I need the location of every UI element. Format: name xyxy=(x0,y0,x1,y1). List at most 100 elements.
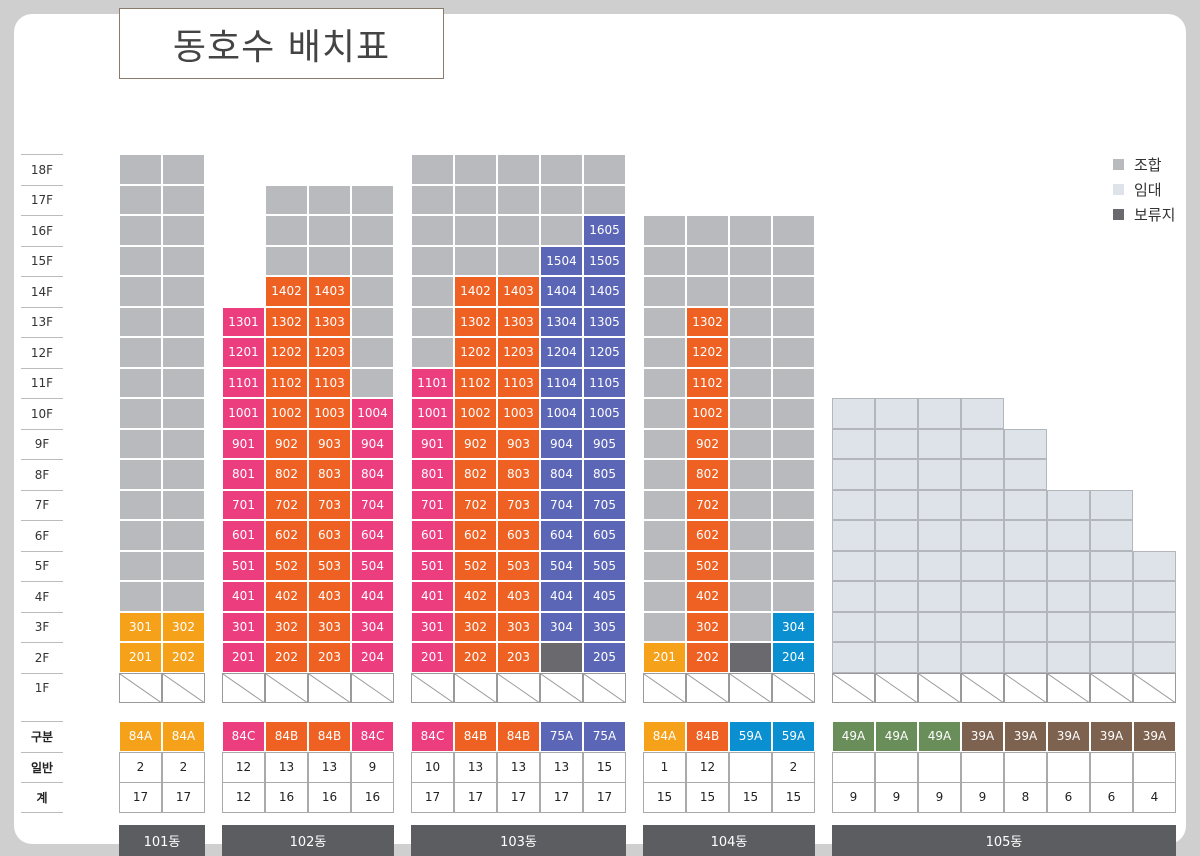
rental-unit-cell[interactable] xyxy=(875,550,918,581)
unit-cell[interactable]: 903 xyxy=(497,428,540,459)
union-unit-cell[interactable] xyxy=(729,276,772,307)
rental-unit-cell[interactable] xyxy=(1090,642,1133,673)
rental-unit-cell[interactable] xyxy=(1004,550,1047,581)
unit-cell[interactable]: 1001 xyxy=(411,398,454,429)
rental-unit-cell[interactable] xyxy=(875,428,918,459)
unit-cell[interactable]: 201 xyxy=(119,642,162,673)
union-unit-cell[interactable] xyxy=(119,581,162,612)
unit-cell[interactable]: 403 xyxy=(308,581,351,612)
unit-cell[interactable]: 1103 xyxy=(497,367,540,398)
building-label[interactable]: 104동 xyxy=(643,825,815,856)
union-unit-cell[interactable] xyxy=(729,398,772,429)
unit-cell[interactable]: 1202 xyxy=(686,337,729,368)
union-unit-cell[interactable] xyxy=(772,489,815,520)
unit-cell[interactable]: 404 xyxy=(351,581,394,612)
union-unit-cell[interactable] xyxy=(729,459,772,490)
union-unit-cell[interactable] xyxy=(411,184,454,215)
unit-cell[interactable]: 1504 xyxy=(540,245,583,276)
unit-cell[interactable]: 702 xyxy=(265,489,308,520)
unit-cell[interactable]: 505 xyxy=(583,550,626,581)
unit-cell[interactable]: 201 xyxy=(411,642,454,673)
rental-unit-cell[interactable] xyxy=(1047,489,1090,520)
union-unit-cell[interactable] xyxy=(119,184,162,215)
union-unit-cell[interactable] xyxy=(351,276,394,307)
union-unit-cell[interactable] xyxy=(729,215,772,246)
union-unit-cell[interactable] xyxy=(540,215,583,246)
union-unit-cell[interactable] xyxy=(643,215,686,246)
unit-cell[interactable]: 301 xyxy=(222,611,265,642)
union-unit-cell[interactable] xyxy=(162,489,205,520)
unit-cell[interactable]: 404 xyxy=(540,581,583,612)
unit-cell[interactable]: 201 xyxy=(222,642,265,673)
rental-unit-cell[interactable] xyxy=(875,581,918,612)
rental-unit-cell[interactable] xyxy=(875,398,918,429)
rental-unit-cell[interactable] xyxy=(832,489,875,520)
union-unit-cell[interactable] xyxy=(772,550,815,581)
rental-unit-cell[interactable] xyxy=(1004,489,1047,520)
unit-cell[interactable]: 202 xyxy=(265,642,308,673)
rental-unit-cell[interactable] xyxy=(1133,642,1176,673)
rental-unit-cell[interactable] xyxy=(875,459,918,490)
unit-cell[interactable]: 901 xyxy=(411,428,454,459)
unit-cell[interactable]: 503 xyxy=(308,550,351,581)
unit-cell[interactable]: 702 xyxy=(686,489,729,520)
unit-cell[interactable]: 402 xyxy=(454,581,497,612)
unit-cell[interactable]: 202 xyxy=(686,642,729,673)
union-unit-cell[interactable] xyxy=(119,459,162,490)
building-label[interactable]: 105동 xyxy=(832,825,1176,856)
rental-unit-cell[interactable] xyxy=(1090,489,1133,520)
union-unit-cell[interactable] xyxy=(729,245,772,276)
rental-unit-cell[interactable] xyxy=(832,428,875,459)
union-unit-cell[interactable] xyxy=(119,550,162,581)
unit-cell[interactable]: 1402 xyxy=(265,276,308,307)
unit-cell[interactable]: 205 xyxy=(583,642,626,673)
union-unit-cell[interactable] xyxy=(643,459,686,490)
unit-cell[interactable]: 903 xyxy=(308,428,351,459)
union-unit-cell[interactable] xyxy=(643,398,686,429)
union-unit-cell[interactable] xyxy=(162,154,205,185)
union-unit-cell[interactable] xyxy=(772,459,815,490)
union-unit-cell[interactable] xyxy=(119,489,162,520)
union-unit-cell[interactable] xyxy=(686,245,729,276)
union-unit-cell[interactable] xyxy=(729,611,772,642)
unit-cell[interactable]: 601 xyxy=(411,520,454,551)
union-unit-cell[interactable] xyxy=(308,245,351,276)
union-unit-cell[interactable] xyxy=(729,306,772,337)
unit-cell[interactable]: 1003 xyxy=(308,398,351,429)
union-unit-cell[interactable] xyxy=(497,215,540,246)
union-unit-cell[interactable] xyxy=(162,581,205,612)
rental-unit-cell[interactable] xyxy=(961,459,1004,490)
unit-cell[interactable]: 604 xyxy=(540,520,583,551)
unit-cell[interactable]: 202 xyxy=(162,642,205,673)
unit-cell[interactable]: 201 xyxy=(643,642,686,673)
union-unit-cell[interactable] xyxy=(162,550,205,581)
rental-unit-cell[interactable] xyxy=(1004,428,1047,459)
rental-unit-cell[interactable] xyxy=(961,642,1004,673)
unit-cell[interactable]: 401 xyxy=(222,581,265,612)
unit-cell[interactable]: 1202 xyxy=(265,337,308,368)
unit-cell[interactable]: 803 xyxy=(308,459,351,490)
rental-unit-cell[interactable] xyxy=(918,581,961,612)
unit-cell[interactable]: 1005 xyxy=(583,398,626,429)
unit-cell[interactable]: 302 xyxy=(162,611,205,642)
rental-unit-cell[interactable] xyxy=(832,520,875,551)
unit-cell[interactable]: 1101 xyxy=(222,367,265,398)
union-unit-cell[interactable] xyxy=(454,245,497,276)
union-unit-cell[interactable] xyxy=(643,611,686,642)
unit-cell[interactable]: 204 xyxy=(351,642,394,673)
unit-cell[interactable]: 1102 xyxy=(454,367,497,398)
unit-cell[interactable]: 1402 xyxy=(454,276,497,307)
unit-cell[interactable]: 802 xyxy=(454,459,497,490)
unit-cell[interactable]: 302 xyxy=(454,611,497,642)
unit-cell[interactable]: 803 xyxy=(497,459,540,490)
unit-cell[interactable]: 1103 xyxy=(308,367,351,398)
rental-unit-cell[interactable] xyxy=(1004,459,1047,490)
unit-cell[interactable]: 605 xyxy=(583,520,626,551)
union-unit-cell[interactable] xyxy=(351,215,394,246)
union-unit-cell[interactable] xyxy=(411,215,454,246)
unit-cell[interactable]: 602 xyxy=(686,520,729,551)
unit-cell[interactable]: 1305 xyxy=(583,306,626,337)
union-unit-cell[interactable] xyxy=(729,520,772,551)
unit-cell[interactable]: 501 xyxy=(411,550,454,581)
unit-cell[interactable]: 501 xyxy=(222,550,265,581)
